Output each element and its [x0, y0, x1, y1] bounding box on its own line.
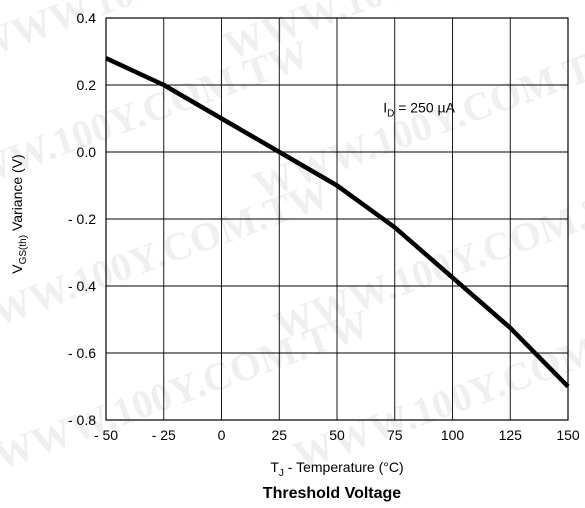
- x-tick-label: - 25: [152, 427, 176, 443]
- x-tick-label: 75: [387, 427, 403, 443]
- y-tick-label: - 0.2: [68, 211, 96, 227]
- watermark-layer: WWW.100Y.COM.TWWWW.100Y.COM.TWWWW.100Y.C…: [0, 0, 585, 478]
- x-tick-label: - 50: [94, 427, 118, 443]
- x-tick-label: 25: [271, 427, 287, 443]
- y-axis-label: VGS(th) Variance (V): [9, 154, 29, 273]
- x-tick-labels: - 50 - 25 0 25 50 75 100 125 150: [94, 427, 580, 443]
- y-tick-label: 0.2: [77, 77, 97, 93]
- y-axis-label-main: V: [9, 264, 25, 274]
- x-axis-label: TJ - Temperature (°C): [270, 459, 403, 479]
- x-tick-label: 0: [218, 427, 226, 443]
- y-tick-labels: 0.4 0.2 0.0 - 0.2 - 0.4 - 0.6 - 0.8: [68, 10, 96, 428]
- x-tick-label: 150: [556, 427, 580, 443]
- y-tick-label: 0.0: [77, 144, 97, 160]
- y-axis-label-rest: Variance (V): [9, 154, 25, 235]
- x-axis-label-rest: - Temperature (°C): [284, 459, 404, 475]
- annotation-sub: D: [387, 109, 394, 120]
- y-tick-label: - 0.4: [68, 278, 96, 294]
- y-tick-label: 0.4: [77, 10, 97, 26]
- series-line: [105, 56, 570, 389]
- x-tick-label: 50: [329, 427, 345, 443]
- x-axis-label-sub: J: [279, 468, 284, 479]
- annotation-rest: = 250 µA: [394, 100, 455, 116]
- y-tick-label: - 0.6: [68, 345, 96, 361]
- x-tick-label: 100: [441, 427, 465, 443]
- y-tick-label: - 0.8: [68, 412, 96, 428]
- annotation: ID = 250 µA: [383, 100, 455, 120]
- plot-frame: [105, 17, 569, 421]
- x-tick-label: 125: [499, 427, 523, 443]
- y-axis-label-sub: GS(th): [18, 235, 29, 264]
- annotation-main: I: [383, 100, 387, 116]
- chart-title: Threshold Voltage: [263, 485, 401, 502]
- series-layer: [105, 56, 570, 389]
- x-axis-label-main: T: [270, 459, 279, 475]
